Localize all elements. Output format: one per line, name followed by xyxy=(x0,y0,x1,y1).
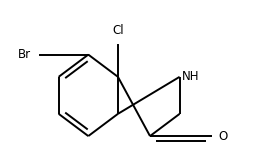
Text: Cl: Cl xyxy=(112,24,124,37)
Text: NH: NH xyxy=(182,70,199,83)
Text: Br: Br xyxy=(18,48,31,61)
Text: O: O xyxy=(218,130,227,143)
